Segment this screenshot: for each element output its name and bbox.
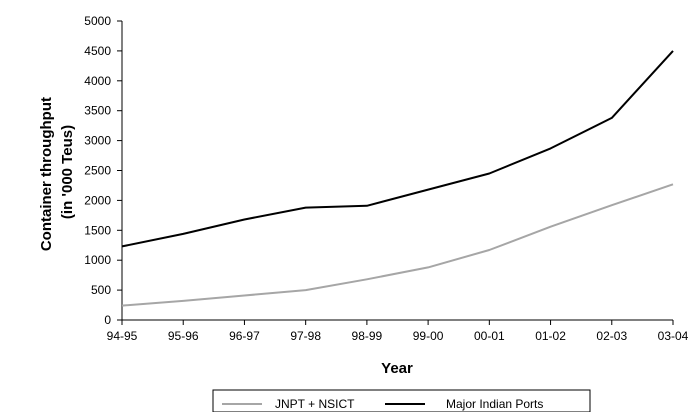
x-tick-label: 95-96 xyxy=(168,329,199,343)
x-tick-label: 98-99 xyxy=(352,329,383,343)
x-axis-title: Year xyxy=(381,360,413,377)
y-tick-label: 1500 xyxy=(84,223,111,237)
y-tick-label: 4000 xyxy=(84,74,111,88)
y-tick-label: 4500 xyxy=(84,44,111,58)
x-tick-label: 02-03 xyxy=(596,329,627,343)
y-tick-label: 2000 xyxy=(84,193,111,207)
series-lines xyxy=(121,50,674,307)
y-tick-label: 0 xyxy=(104,313,111,327)
legend-label-jnpt: JNPT + NSICT xyxy=(275,397,355,411)
y-tick-label: 3500 xyxy=(84,104,111,118)
y-axis-title-line1: Container throughput xyxy=(38,97,55,251)
y-axis-title: Container throughput (in '000 Teus) xyxy=(38,93,76,251)
legend: JNPT + NSICT Major Indian Ports xyxy=(212,389,591,412)
y-tick-label: 5000 xyxy=(84,14,111,28)
legend-label-major-ports: Major Indian Ports xyxy=(446,397,543,411)
x-tick-label: 00-01 xyxy=(474,329,505,343)
x-tick-label: 96-97 xyxy=(229,329,260,343)
y-tick-labels: 0 500 1000 1500 2000 2500 3000 3500 4000 4500 5000 xyxy=(84,14,122,327)
x-tick-label: 94-95 xyxy=(107,329,138,343)
x-tick-label: 99-00 xyxy=(413,329,444,343)
series-line-major-indian-ports xyxy=(121,50,674,248)
y-tick-label: 500 xyxy=(91,283,111,297)
y-tick-label: 1000 xyxy=(84,253,111,267)
y-axis-title-line2: (in '000 Teus) xyxy=(59,125,76,219)
y-tick-label: 3000 xyxy=(84,134,111,148)
x-tick-label: 01-02 xyxy=(535,329,566,343)
x-tick-labels: 94-95 95-96 96-97 97-98 98-99 99-00 00-01 01-02… xyxy=(107,320,689,343)
x-tick-label: 03-04 xyxy=(658,329,689,343)
x-tick-label: 97-98 xyxy=(290,329,321,343)
series-line-jnpt-nsict xyxy=(121,183,674,307)
legend-box xyxy=(212,389,591,412)
y-tick-label: 2500 xyxy=(84,164,111,178)
